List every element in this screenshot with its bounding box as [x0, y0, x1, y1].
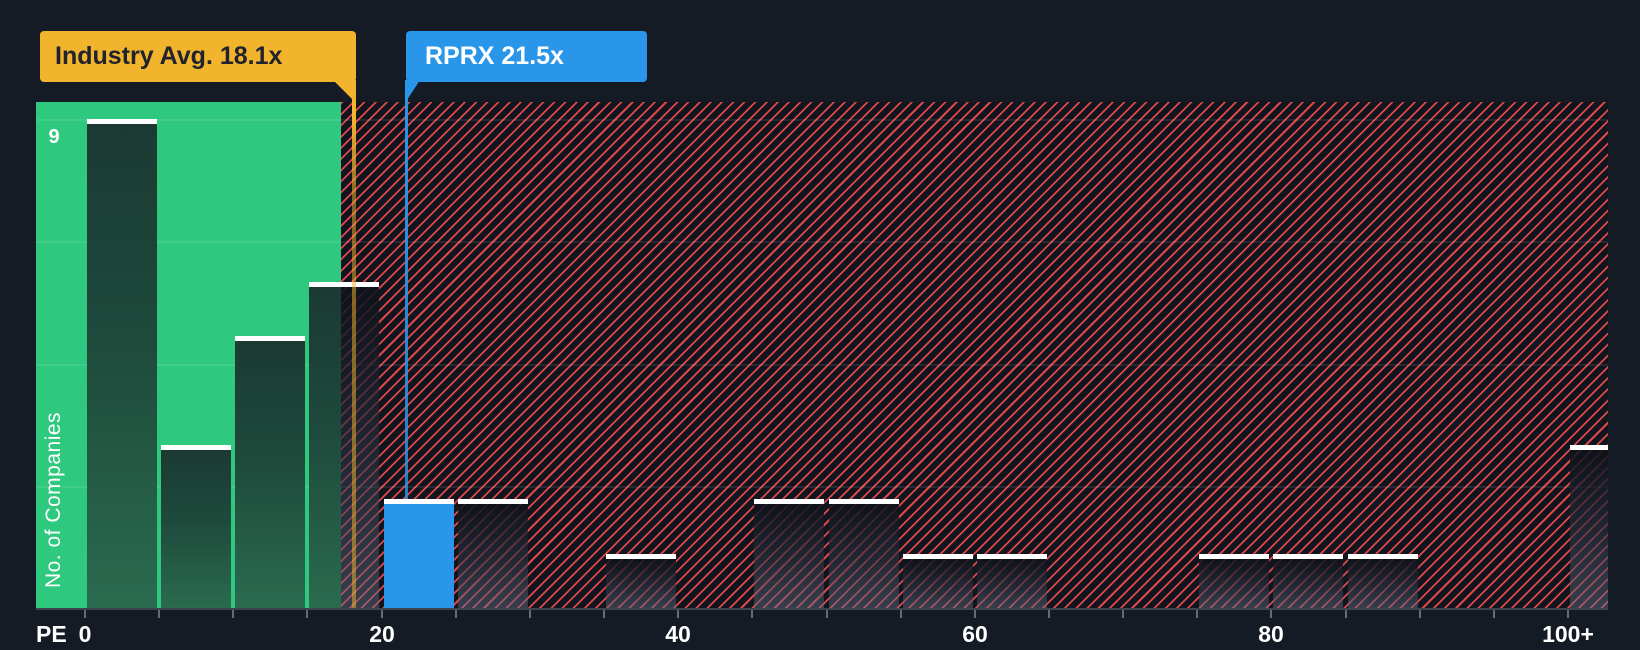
x-axis-tick-95 — [1493, 610, 1495, 618]
x-axis-tick-30 — [529, 610, 531, 618]
y-axis-title: No. of Companies — [42, 411, 65, 589]
industry-avg-marker-line — [352, 81, 356, 608]
tallest-bar-count-label: 9 — [48, 126, 60, 148]
histogram-bar-rprx-20[interactable] — [384, 499, 454, 608]
x-axis-tick-100 — [1567, 610, 1569, 618]
x-axis-label-40: 40 — [665, 621, 691, 647]
x-axis-tick-65 — [1048, 610, 1050, 618]
industry-average-green-zone — [36, 102, 341, 608]
x-axis-tick-55 — [900, 610, 902, 618]
x-axis-tick-75 — [1196, 610, 1198, 618]
histogram-bar-25[interactable] — [458, 499, 528, 608]
x-axis-tick-60 — [974, 610, 976, 618]
histogram-bar-60[interactable] — [977, 554, 1047, 608]
x-axis-tick-20 — [381, 610, 383, 618]
gridline — [341, 119, 1608, 121]
histogram-bar-10[interactable] — [235, 336, 305, 608]
histogram-bar-100[interactable] — [1570, 445, 1608, 608]
x-axis-label-20: 20 — [369, 621, 395, 647]
histogram-bar-45[interactable] — [754, 499, 824, 608]
x-axis-tick-25 — [455, 610, 457, 618]
histogram-bar-5[interactable] — [161, 445, 231, 608]
x-axis-tick-90 — [1419, 610, 1421, 618]
x-axis-tick-50 — [826, 610, 828, 618]
industry-avg-callout: Industry Avg. 18.1x — [40, 31, 356, 82]
x-axis-label-0: 0 — [78, 621, 92, 647]
histogram-bar-35[interactable] — [606, 554, 676, 608]
x-axis-label-80: 80 — [1258, 621, 1284, 647]
x-axis-tick-85 — [1345, 610, 1347, 618]
gridline — [36, 364, 341, 366]
x-axis-tick-70 — [1122, 610, 1124, 618]
gridline — [341, 241, 1608, 243]
histogram-bar-15[interactable] — [341, 282, 379, 608]
rprx-marker-line — [405, 81, 408, 499]
x-axis-tick-35 — [603, 610, 605, 618]
histogram-bar-0[interactable] — [87, 119, 157, 608]
gridline — [341, 364, 1608, 366]
histogram-bar-50[interactable] — [829, 499, 899, 608]
above-average-hatched-zone — [341, 102, 1608, 608]
x-axis-tick-15 — [306, 610, 308, 618]
histogram-bar-55[interactable] — [903, 554, 973, 608]
rprx-callout: RPRX 21.5x — [406, 31, 647, 82]
gridline — [341, 486, 1608, 488]
histogram-bar-15[interactable] — [309, 282, 341, 608]
x-axis-tick-40 — [677, 610, 679, 618]
histogram-bar-85[interactable] — [1348, 554, 1418, 608]
x-axis-label-100+: 100+ — [1542, 621, 1594, 647]
gridline — [36, 119, 341, 121]
x-axis-title: PE — [36, 621, 67, 647]
x-axis-tick-45 — [751, 610, 753, 618]
x-axis-label-60: 60 — [962, 621, 988, 647]
gridline — [36, 241, 341, 243]
x-axis-tick-5 — [158, 610, 160, 618]
histogram-bar-75[interactable] — [1199, 554, 1269, 608]
x-axis-line — [36, 608, 1608, 610]
x-axis-tick-10 — [232, 610, 234, 618]
histogram-bar-80[interactable] — [1273, 554, 1343, 608]
x-axis-tick-0 — [84, 610, 86, 618]
x-axis-tick-80 — [1270, 610, 1272, 618]
